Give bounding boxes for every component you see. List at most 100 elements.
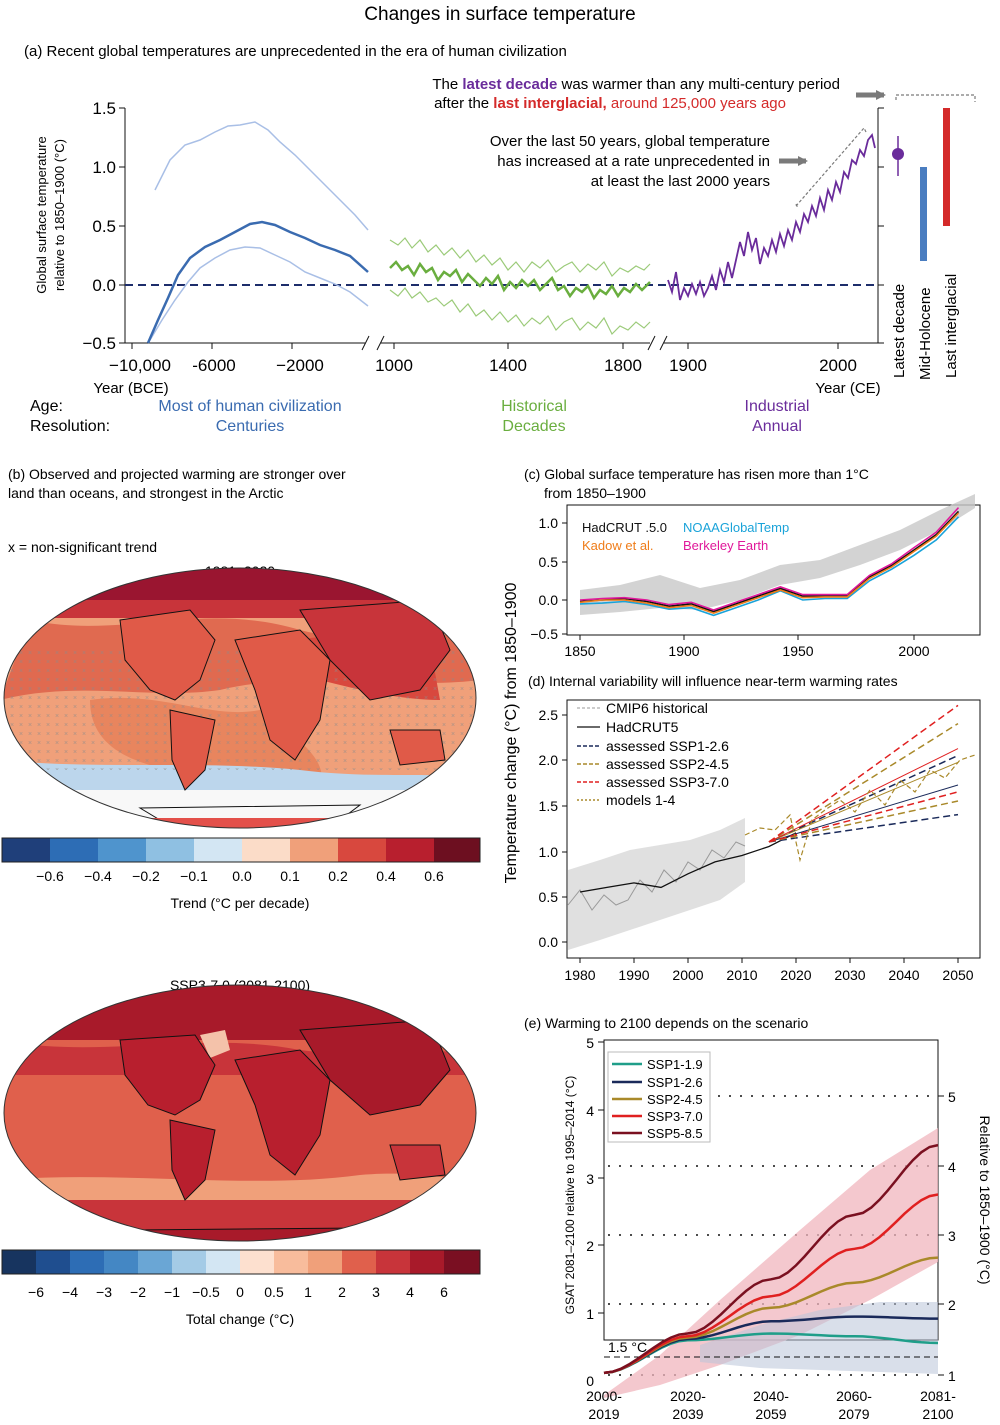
cb2-label-12: 4 — [406, 1284, 414, 1300]
cb2-title: Total change (°C) — [186, 1311, 294, 1327]
d-proj-upper-assessed-ssp2-4-5 — [768, 722, 959, 843]
e-xtick-2a: 2020- — [670, 1388, 706, 1404]
a-annotation-rate-1: Over the last 50 years, global temperatu… — [490, 133, 770, 150]
e-legend-ssp119: SSP1-1.9 — [647, 1057, 703, 1072]
a-mid-holocene-bar — [920, 167, 927, 261]
d-legend-cmip6: CMIP6 historical — [606, 700, 708, 716]
panel-a-x-axis — [125, 335, 878, 351]
panel-c-heading-2: from 1850–1900 — [544, 485, 646, 501]
panel-a: (a) Recent global temperatures are unpre… — [24, 43, 976, 435]
a-seg1-age: Most of human civilization — [158, 398, 341, 415]
a-ind-series — [667, 132, 876, 301]
e-xtick-4a: 2060- — [836, 1388, 872, 1404]
c-series-hadcrut-5-0 — [579, 510, 960, 613]
cb2-label-7: 0 — [236, 1284, 244, 1300]
cb2-label-5: −1 — [164, 1284, 180, 1300]
c-legend-kadow: Kadow et al. — [582, 538, 654, 553]
c-ytick-3: 0.0 — [539, 592, 559, 608]
a-ytick-4: 0.0 — [92, 276, 116, 295]
a-ytick-1: 1.5 — [92, 99, 116, 118]
e-threshold-label: 1.5 °C — [608, 1339, 647, 1355]
panel-d: (d) Internal variability will influence … — [528, 673, 981, 983]
panel-a-ylabel-1: Global surface temperature — [34, 136, 49, 294]
e-ylabel-left: GSAT 2081–2100 relative to 1995–2014 (°C… — [563, 1076, 577, 1315]
c-series-noaaglobaltemp — [579, 516, 960, 617]
cb1-title: Trend (°C per decade) — [171, 895, 310, 911]
a-ytick-3: 0.5 — [92, 217, 116, 236]
e-ytick-l-3: 3 — [586, 1171, 594, 1187]
a-xtick-ind-1: 1900 — [669, 356, 707, 375]
c-legend-noaa: NOAAGlobalTemp — [683, 520, 789, 535]
a-xtick-hist-3: 1800 — [604, 356, 642, 375]
a-xtick-bce-3: −2000 — [276, 356, 324, 375]
e-ytick-l-2: 4 — [586, 1103, 594, 1119]
a-xtick-bce-2: -6000 — [192, 356, 235, 375]
c-legend-berkeley: Berkeley Earth — [683, 538, 768, 553]
e-xtick-1a: 2000- — [586, 1388, 622, 1404]
c-xtick-1: 1850 — [564, 643, 595, 659]
c-ytick-4: −0.5 — [530, 626, 558, 642]
cb1-label-1: −0.6 — [36, 868, 64, 884]
e-xtick-3b: 2059 — [755, 1406, 786, 1422]
e-ylabel-right: Relative to 1850–1900 (°C) — [977, 1115, 993, 1284]
cb2-label-13: 6 — [440, 1284, 448, 1300]
e-series-group — [603, 1143, 939, 1375]
e-ytick-l-1: 5 — [586, 1035, 594, 1051]
cb2-label-11: 3 — [372, 1284, 380, 1300]
cb2-label-2: −4 — [62, 1284, 78, 1300]
a-bar-label-latest-decade: Latest decade — [891, 284, 908, 378]
panel-e-heading: (e) Warming to 2100 depends on the scena… — [524, 1015, 809, 1031]
a-hist-upper — [389, 237, 651, 277]
a-xtick-hist-2: 1400 — [489, 356, 527, 375]
panel-c-frame — [566, 504, 981, 636]
c-xtick-3: 1950 — [782, 643, 813, 659]
c-series-group — [579, 507, 960, 617]
c-ytick-1: 1.0 — [539, 515, 559, 531]
cb1-label-2: −0.4 — [84, 868, 112, 884]
e-ssp370-band — [604, 1128, 938, 1398]
a-bar-label-mid-holocene: Mid-Holocene — [917, 287, 934, 380]
a-annotation-rate-2: has increased at a rate unprecedented in — [497, 153, 770, 170]
a-ann-latest-decade-word: latest decade — [462, 76, 557, 93]
c-xtick-4: 2000 — [898, 643, 929, 659]
c-xtick-2: 1900 — [668, 643, 699, 659]
d-axis-ticks — [562, 714, 959, 963]
a-annotation-latest-decade: The latest decade was warmer than any mu… — [432, 76, 840, 93]
d-proj-upper-assessed-ssp3-7-0 — [768, 704, 959, 843]
cb2-label-4: −2 — [130, 1284, 146, 1300]
d-ytick-3: 1.5 — [539, 798, 559, 814]
e-xtick-2b: 2039 — [672, 1406, 703, 1422]
a-xunit-ce: Year (CE) — [815, 380, 880, 397]
d-series-hadcrut5 — [579, 832, 797, 893]
cb1-label-5: 0.0 — [232, 868, 252, 884]
c-series-berkeley-earth — [579, 507, 960, 611]
cb2-label-6: −0.5 — [192, 1284, 220, 1300]
cb2-label-8: 0.5 — [264, 1284, 284, 1300]
a-xunit-bce: Year (BCE) — [93, 380, 168, 397]
d-proj-mid-assessed-ssp2-4-5 — [768, 761, 959, 843]
a-seg2-res: Decades — [502, 418, 565, 435]
panel-a-heading: (a) Recent global temperatures are unpre… — [24, 43, 567, 60]
c-ytick-2: 0.5 — [539, 554, 559, 570]
panel-b-heading-1: (b) Observed and projected warming are s… — [8, 466, 346, 482]
cb1-label-9: 0.6 — [424, 868, 444, 884]
map1-outline — [3, 567, 477, 829]
a-bar-label-last-interglacial: Last interglacial — [943, 274, 960, 378]
cb1-label-6: 0.1 — [280, 868, 300, 884]
d-proj-mid-assessed-ssp1-2-6 — [768, 784, 959, 843]
e-series-ssp3-7-0 — [603, 1193, 939, 1375]
cb1-label-7: 0.2 — [328, 868, 348, 884]
a-latest-decade-marker — [892, 148, 904, 160]
cb2-label-9: 1 — [304, 1284, 312, 1300]
panel-a-ylabel-2: relative to 1850–1900 (°C) — [52, 139, 67, 291]
d-proj-lower-assessed-ssp1-2-6 — [768, 813, 959, 843]
d-xtick-6: 2030 — [834, 967, 865, 983]
d-ytick-5: 0.5 — [539, 889, 559, 905]
e-xtick-1b: 2019 — [588, 1406, 619, 1422]
e-ytick-r-5: 1 — [948, 1368, 956, 1384]
a-bracket-rate — [795, 126, 867, 209]
d-xtick-7: 2040 — [888, 967, 919, 983]
d-legend-ssp370: assessed SSP3-7.0 — [606, 774, 729, 790]
d-xtick-3: 2000 — [672, 967, 703, 983]
d-proj-mid-assessed-ssp3-7-0 — [768, 748, 959, 843]
